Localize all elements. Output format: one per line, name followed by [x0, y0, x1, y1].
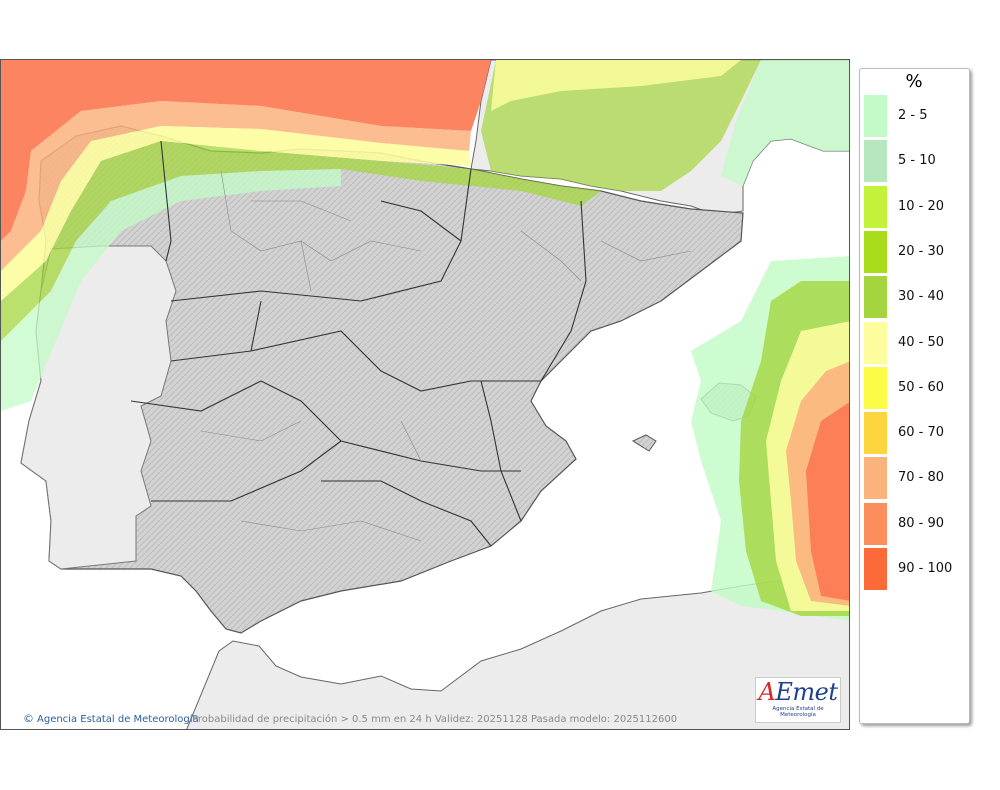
precip-nw-palegreen	[1, 169, 341, 411]
legend-label: 2 - 5	[898, 108, 928, 123]
legend-label: 40 - 50	[898, 334, 945, 350]
legend-item: 2 - 5	[864, 95, 968, 137]
legend-panel: % 2 - 5 5 - 10 10 - 20 20 - 30 30 - 40 40 - 5…	[859, 68, 970, 724]
legend-label: 30 - 40	[898, 289, 945, 305]
copyright-icon: ©	[23, 712, 34, 725]
precip-nw-red	[1, 60, 491, 241]
precip-ne-palegreen	[721, 60, 849, 186]
legend-label: 80 - 90	[898, 515, 945, 531]
credit-text: Agencia Estatal de Meteorología	[37, 714, 199, 725]
legend-label: 5 - 10	[898, 153, 936, 169]
ibiza	[631, 434, 657, 452]
legend-item: 90 - 100	[864, 548, 968, 590]
legend-item: 40 - 50	[864, 321, 968, 364]
legend-swatch	[864, 457, 887, 500]
legend-swatch	[864, 230, 887, 273]
legend-swatch	[864, 548, 887, 590]
map-caption: Probabilidad de precipitación > 0.5 mm e…	[192, 714, 678, 725]
legend-label: 20 - 30	[898, 243, 945, 259]
legend-swatch	[864, 321, 887, 364]
precip-east-red	[806, 402, 849, 601]
credit-line: © Agencia Estatal de Meteorología	[23, 712, 199, 725]
legend-swatch	[864, 366, 887, 409]
legend-swatch	[864, 140, 887, 183]
legend-swatch	[864, 95, 887, 137]
logo-wordmark: AEmet	[758, 678, 838, 706]
legend-swatch	[864, 185, 887, 228]
legend-item: 70 - 80	[864, 457, 968, 500]
legend-label: 90 - 100	[898, 561, 953, 576]
legend-swatch	[864, 276, 887, 319]
region-borders	[130, 140, 587, 547]
legend-swatch	[864, 412, 887, 455]
precipitation-map[interactable]: © Agencia Estatal de Meteorología Probabi…	[0, 59, 850, 730]
legend-label: 50 - 60	[898, 379, 945, 395]
precip-ne-yellow	[491, 60, 741, 111]
aemet-logo: AEmet Agencia Estatal de Meteorología	[755, 677, 841, 723]
legend-label: 10 - 20	[898, 198, 945, 214]
province-borders	[200, 170, 692, 542]
legend-unit: %	[905, 71, 923, 92]
legend-item: 20 - 30	[864, 230, 968, 273]
legend-item: 5 - 10	[864, 140, 968, 183]
logo-subtitle: Agencia Estatal de Meteorología	[772, 706, 824, 718]
legend-item: 60 - 70	[864, 412, 968, 455]
map-canvas	[1, 60, 849, 729]
legend-label: 70 - 80	[898, 470, 945, 486]
legend-item: 10 - 20	[864, 185, 968, 228]
legend-swatch	[864, 502, 887, 545]
legend-item: 80 - 90	[864, 502, 968, 545]
legend-item: 50 - 60	[864, 366, 968, 409]
legend-item: 30 - 40	[864, 276, 968, 319]
legend-label: 60 - 70	[898, 425, 945, 441]
